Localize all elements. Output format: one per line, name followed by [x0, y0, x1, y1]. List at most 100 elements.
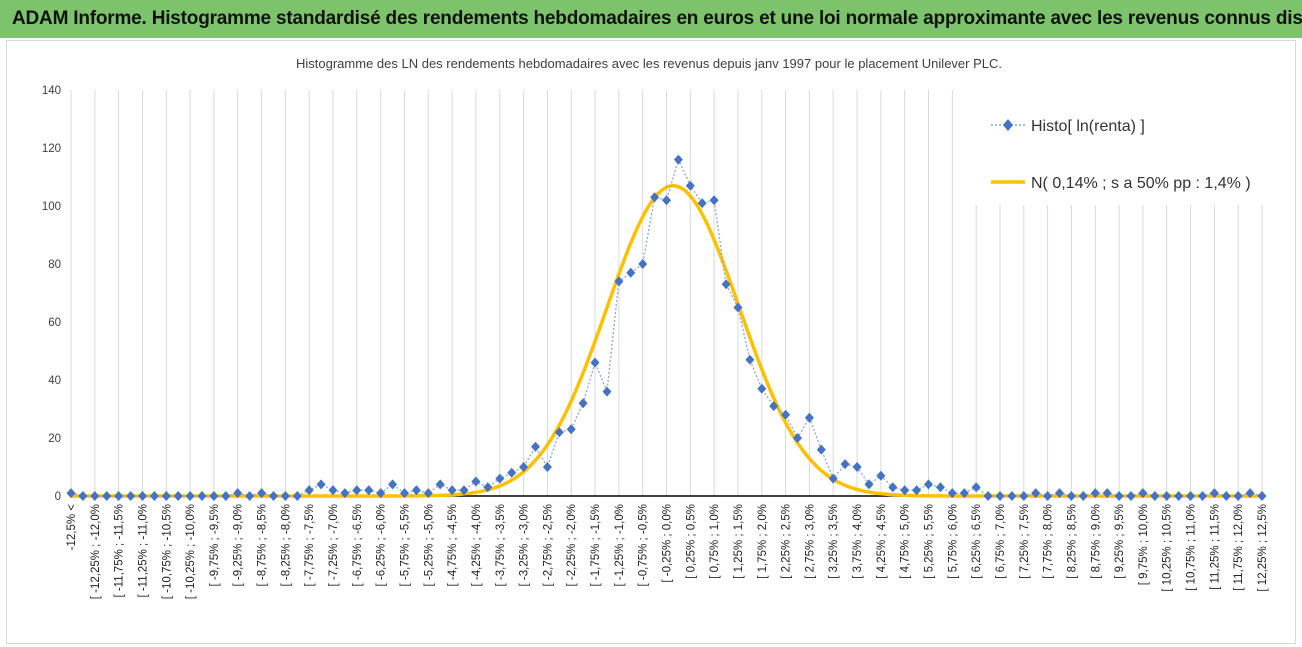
histogram-point — [435, 479, 445, 490]
histogram-point — [66, 488, 76, 499]
y-tick-label: 80 — [48, 259, 61, 271]
x-tick-label: [ -7,75% ; -7,5% — [304, 504, 316, 586]
x-tick-label: [ 3,25% ; 3,5% — [828, 504, 840, 579]
histogram-point — [864, 479, 874, 490]
x-tick-label: [ 10,75% ; 11,0% — [1186, 504, 1198, 591]
x-tick-label: [ -3,25% ; -3,0% — [519, 504, 531, 586]
histogram-point — [781, 409, 791, 420]
histogram-point — [566, 424, 576, 435]
histogram-point — [185, 491, 195, 501]
histogram-point — [769, 401, 779, 412]
x-tick-label: [ -0,75% ; -0,5% — [638, 504, 650, 586]
histogram-point — [673, 154, 683, 165]
histogram-point — [602, 386, 612, 397]
histogram-point — [1066, 491, 1076, 501]
x-tick-label: [ -2,75% ; -2,5% — [542, 504, 554, 586]
y-tick-label: 100 — [42, 201, 61, 213]
histogram-point — [995, 491, 1005, 501]
x-tick-label: [ 4,75% ; 5,0% — [900, 504, 912, 579]
histogram-point — [900, 485, 910, 496]
histogram-point — [876, 470, 886, 481]
histogram-point — [816, 444, 826, 455]
histogram-point — [149, 491, 159, 501]
histogram-series-layer — [66, 154, 1267, 501]
histogram-point — [828, 473, 838, 484]
histogram-point — [292, 491, 302, 501]
histogram-point — [1209, 488, 1219, 499]
x-tick-label: [ 2,25% ; 2,5% — [781, 504, 793, 579]
x-tick-label: [ 7,25% ; 7,5% — [1019, 504, 1031, 579]
histogram-point — [245, 491, 255, 501]
x-tick-label: [ -9,75% ; -9,5% — [209, 504, 221, 586]
x-tick-label: [ -10,75% ; -10,5% — [161, 504, 173, 599]
histogram-point — [888, 482, 898, 493]
histogram-point — [340, 488, 350, 499]
histogram-point — [280, 491, 290, 501]
x-tick-label: [ -9,25% ; -9,0% — [233, 504, 245, 586]
histogram-point — [554, 427, 564, 438]
x-tick-label: [ 5,75% ; 6,0% — [947, 504, 959, 579]
histogram-point — [1150, 491, 1160, 501]
histogram-point — [959, 488, 969, 499]
histogram-point — [102, 491, 112, 501]
histogram-point — [304, 485, 314, 496]
x-tick-label: [ -11,75% ; -11,5% — [114, 504, 126, 598]
x-tick-label: [ -1,75% ; -1,5% — [590, 504, 602, 586]
histogram-point — [1019, 491, 1029, 501]
histogram-point — [221, 491, 231, 501]
histogram-point — [650, 192, 660, 203]
x-tick-label: [ -10,25% ; -10,0% — [185, 504, 197, 599]
x-tick-label: -12,5% < — [66, 504, 78, 551]
histogram-point — [1043, 491, 1053, 501]
histogram-point — [161, 491, 171, 501]
histogram-point — [233, 488, 243, 499]
histogram-point — [590, 357, 600, 368]
histogram-point — [114, 491, 124, 501]
histogram-point — [840, 459, 850, 470]
y-axis: 0 20 40 60 80 100 120 140 — [42, 85, 61, 503]
x-tick-label: [ -11,25% ; -11,0% — [138, 504, 150, 598]
histogram-point — [1233, 491, 1243, 501]
histogram-point — [411, 485, 421, 496]
x-tick-label: [ 9,25% ; 9,5% — [1114, 504, 1126, 579]
histogram-point — [852, 462, 862, 472]
y-tick-label: 60 — [48, 317, 61, 329]
histogram-point — [804, 412, 814, 423]
x-tick-label: [ -7,25% ; -7,0% — [328, 504, 340, 586]
x-tick-label: [ -1,25% ; -1,0% — [614, 504, 626, 586]
histogram-point — [1221, 491, 1231, 501]
histogram-point — [90, 491, 100, 501]
histogram-point — [578, 398, 588, 409]
histogram-point — [626, 267, 636, 278]
histogram-point — [697, 198, 707, 209]
histogram-point — [376, 488, 386, 499]
x-tick-label: [ 0,25% ; 0,5% — [685, 504, 697, 579]
histogram-point — [126, 491, 136, 501]
histogram-point — [1174, 491, 1184, 501]
x-tick-label: [ 11,75% ; 12,0% — [1233, 504, 1245, 591]
x-tick-label: [ -8,25% ; -8,0% — [280, 504, 292, 586]
x-tick-label: [ -8,75% ; -8,5% — [257, 504, 269, 586]
histogram-point — [209, 491, 219, 501]
histogram-point — [709, 195, 719, 206]
y-tick-label: 40 — [48, 375, 61, 387]
histogram-point — [269, 491, 278, 501]
histogram-point — [1007, 491, 1017, 501]
x-tick-label: [ 5,25% ; 5,5% — [924, 504, 936, 579]
histogram-point — [662, 195, 671, 206]
histogram-point — [733, 302, 743, 313]
histogram-point — [423, 488, 433, 499]
x-tick-label: [ -5,25% ; -5,0% — [423, 504, 435, 586]
x-tick-label: [ 7,75% ; 8,0% — [1043, 504, 1055, 579]
x-tick-label: [ 1,75% ; 2,0% — [757, 504, 769, 579]
histogram-point — [1138, 488, 1148, 499]
x-tick-label: [ 4,25% ; 4,5% — [876, 504, 888, 579]
histogram-point — [935, 482, 945, 493]
x-tick-label: [ 8,25% ; 8,5% — [1066, 504, 1078, 579]
x-tick-label: [ -4,25% ; -4,0% — [471, 504, 483, 586]
histogram-point — [1031, 488, 1041, 499]
histogram-point — [483, 482, 493, 493]
x-tick-label: [ -0,25% ; 0,0% — [662, 504, 674, 583]
histogram-point — [912, 485, 922, 496]
x-tick-label: [ -12,25% ; -12,0% — [90, 504, 102, 599]
